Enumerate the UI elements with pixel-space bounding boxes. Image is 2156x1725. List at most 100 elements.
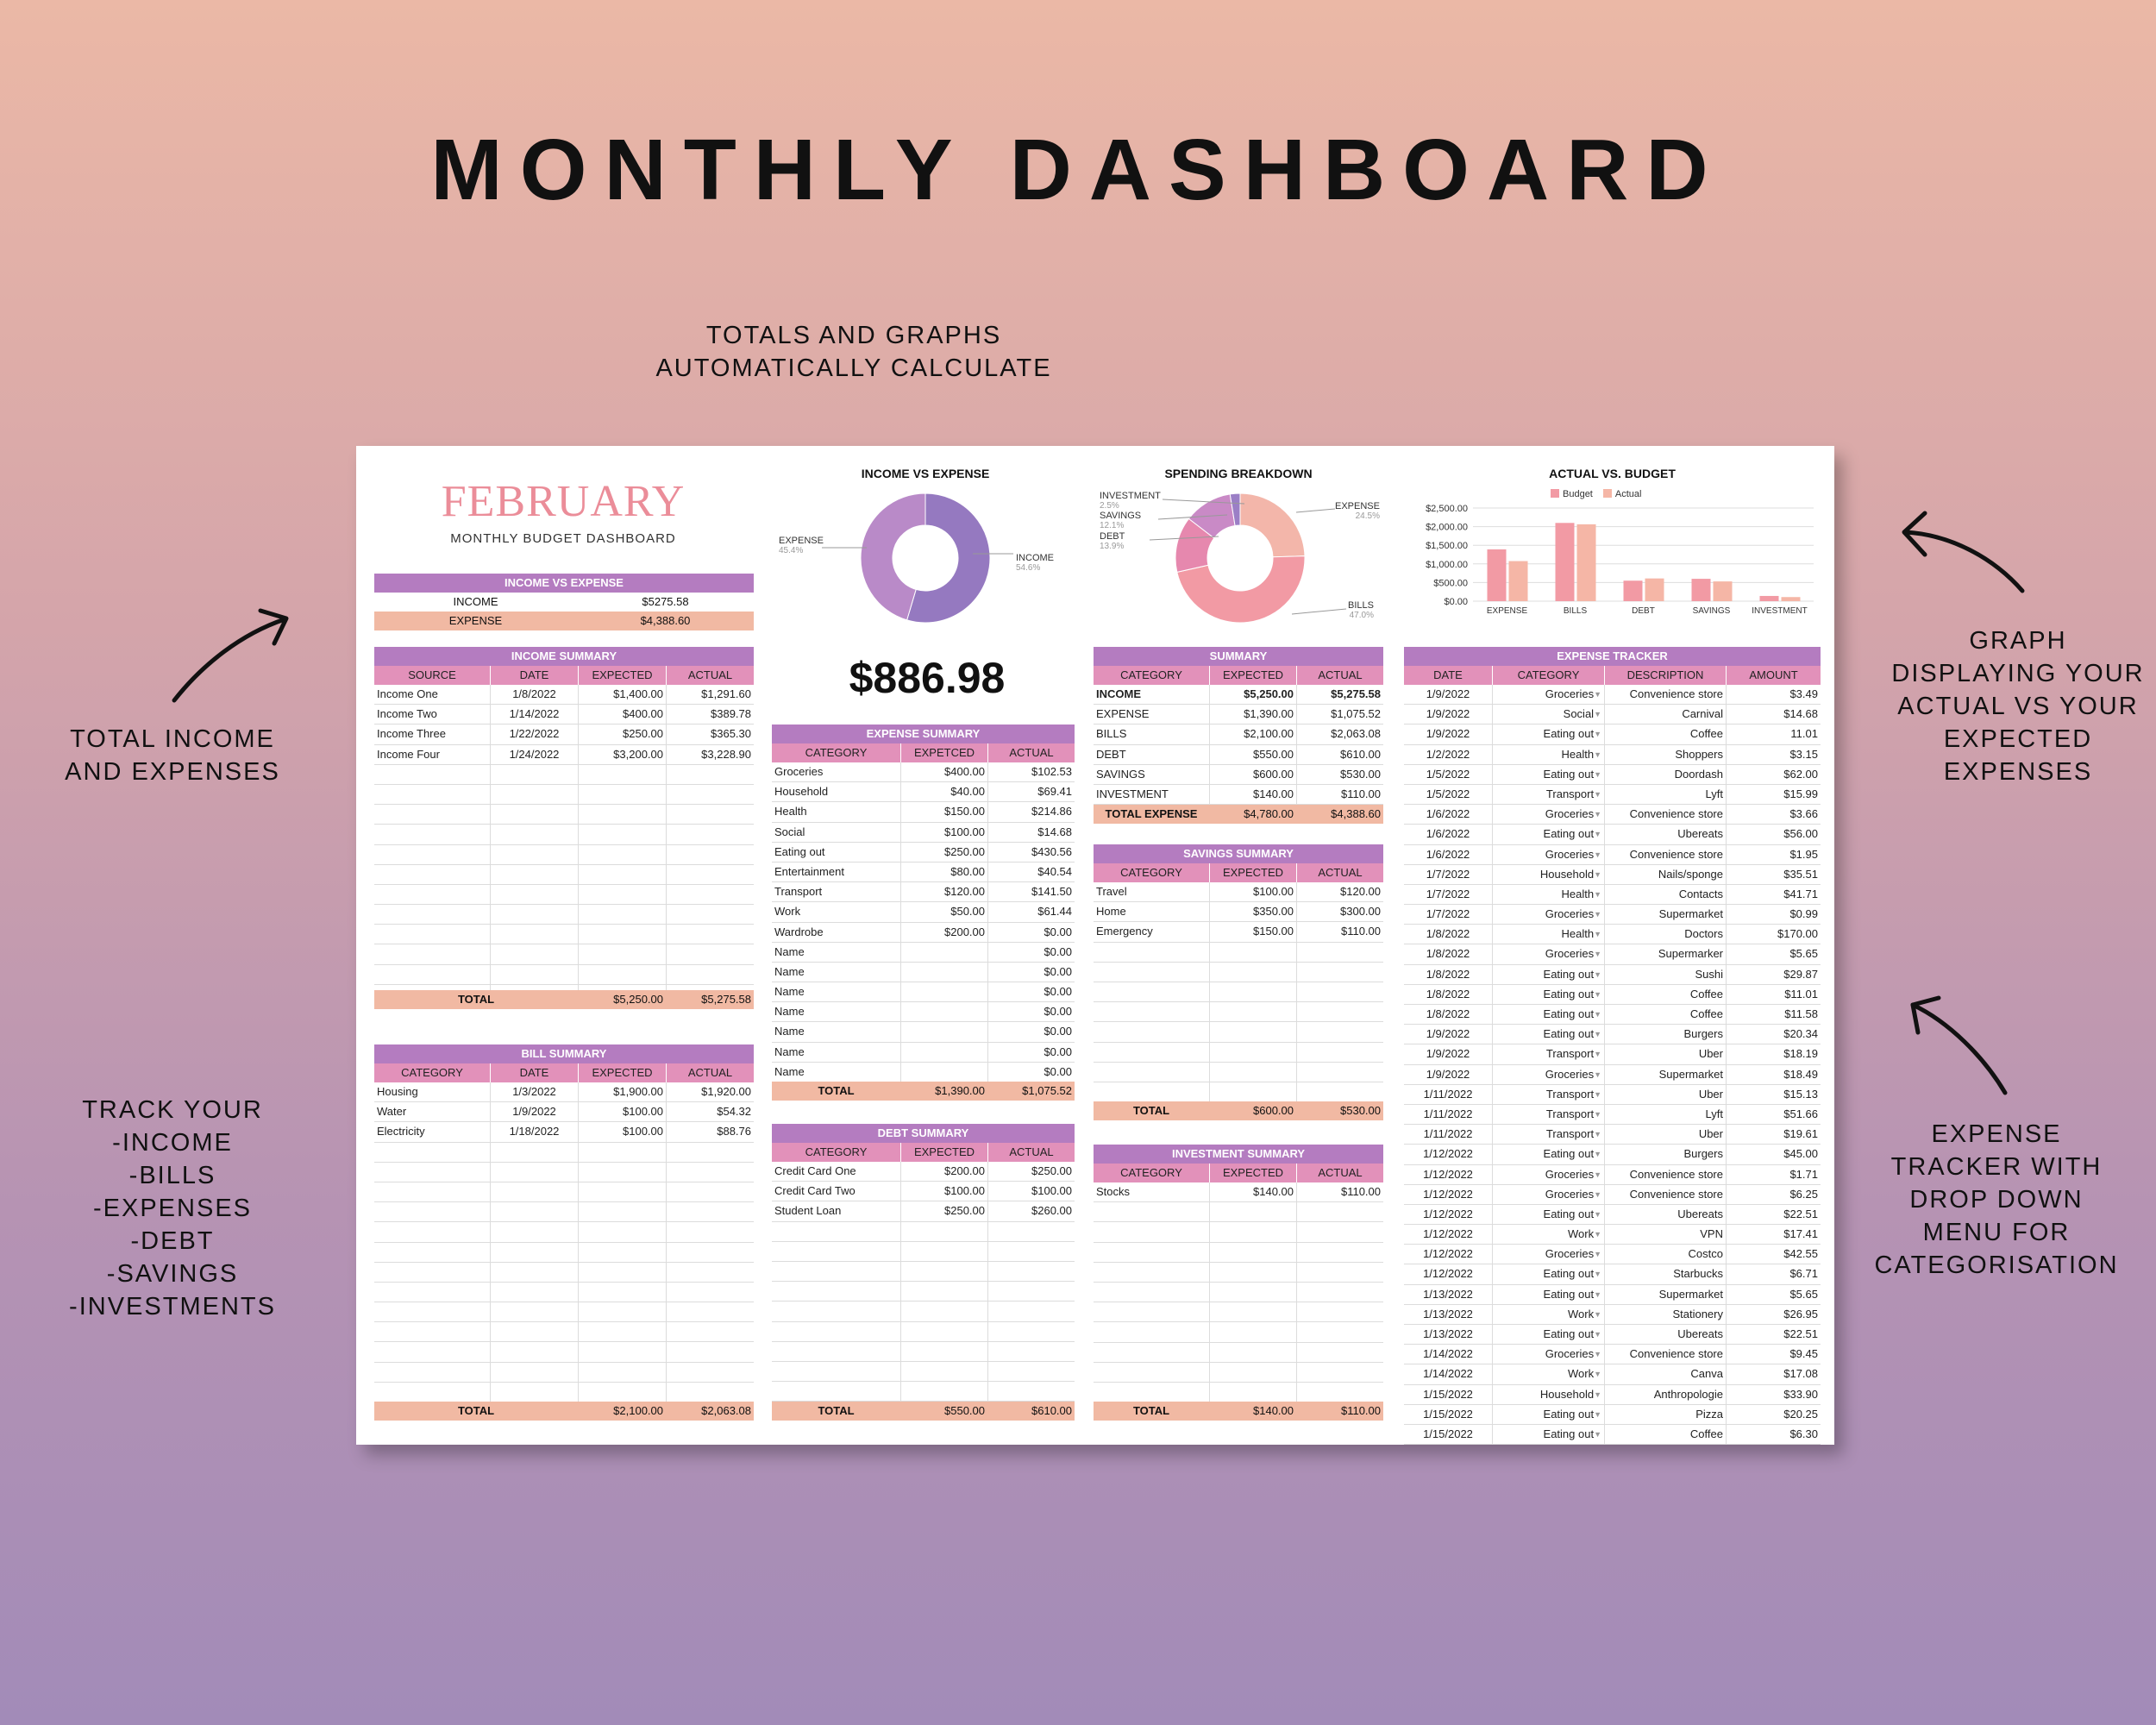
dropdown-arrow-icon[interactable]: ▼ (1594, 989, 1601, 999)
table-cell[interactable]: Social ▼ (1492, 705, 1604, 724)
table-cell[interactable]: Eating out ▼ (1492, 984, 1604, 1004)
table-cell[interactable]: Transport ▼ (1492, 784, 1604, 805)
dropdown-arrow-icon[interactable]: ▼ (1594, 1070, 1601, 1079)
callout-tracker: EXPENSE TRACKER WITH DROP DOWN MENU FOR … (1854, 1118, 2139, 1282)
table-row: 1/9/2022 Eating out ▼ Burgers $20.34 (1404, 1025, 1821, 1045)
table-cell: Income Two (374, 705, 490, 724)
table-cell[interactable]: Household ▼ (1492, 1384, 1604, 1404)
dropdown-arrow-icon[interactable]: ▼ (1594, 969, 1601, 979)
dropdown-arrow-icon[interactable]: ▼ (1594, 730, 1601, 739)
dropdown-arrow-icon[interactable]: ▼ (1594, 1270, 1601, 1279)
table-cell: $0.00 (987, 1002, 1075, 1022)
table-cell: $250.00 (900, 1201, 987, 1221)
table-cell[interactable]: Groceries ▼ (1492, 844, 1604, 864)
table-cell[interactable]: Eating out ▼ (1492, 1145, 1604, 1164)
dropdown-arrow-icon[interactable]: ▼ (1594, 1370, 1601, 1379)
dropdown-arrow-icon[interactable]: ▼ (1594, 1350, 1601, 1359)
table-cell: $33.90 (1726, 1384, 1821, 1404)
table-cell[interactable]: Work ▼ (1492, 1304, 1604, 1324)
dropdown-arrow-icon[interactable]: ▼ (1594, 1189, 1601, 1199)
cell-text: $22.51 (1783, 1207, 1818, 1220)
table-cell[interactable]: Eating out ▼ (1492, 1325, 1604, 1345)
table-cell: INCOME (1094, 685, 1209, 704)
table-cell[interactable]: Eating out ▼ (1492, 724, 1604, 744)
table-cell (666, 784, 754, 805)
dropdown-arrow-icon[interactable]: ▼ (1594, 1289, 1601, 1299)
dropdown-arrow-icon[interactable]: ▼ (1594, 1389, 1601, 1399)
table-cell[interactable]: Work ▼ (1492, 1225, 1604, 1245)
table-cell[interactable]: Eating out ▼ (1492, 1204, 1604, 1225)
dropdown-arrow-icon[interactable]: ▼ (1594, 1409, 1601, 1419)
dropdown-arrow-icon[interactable]: ▼ (1594, 769, 1601, 779)
table-cell[interactable]: Groceries ▼ (1492, 1345, 1604, 1364)
dropdown-arrow-icon[interactable]: ▼ (1594, 1209, 1601, 1219)
table-cell[interactable]: Eating out ▼ (1492, 1025, 1604, 1044)
table-cell[interactable]: Groceries ▼ (1492, 1245, 1604, 1264)
table-cell[interactable]: Eating out ▼ (1492, 1284, 1604, 1304)
dropdown-arrow-icon[interactable]: ▼ (1594, 690, 1601, 699)
dropdown-arrow-icon[interactable]: ▼ (1594, 1170, 1601, 1179)
dropdown-arrow-icon[interactable]: ▼ (1594, 1050, 1601, 1059)
dropdown-arrow-icon[interactable]: ▼ (1594, 1030, 1601, 1039)
dropdown-arrow-icon[interactable]: ▼ (1594, 850, 1601, 859)
table-cell[interactable]: Groceries ▼ (1492, 1164, 1604, 1184)
dropdown-arrow-icon[interactable]: ▼ (1594, 1230, 1601, 1239)
table-cell[interactable]: Health ▼ (1492, 744, 1604, 764)
table-row (374, 1302, 754, 1323)
dropdown-arrow-icon[interactable]: ▼ (1594, 1109, 1601, 1119)
dropdown-arrow-icon[interactable]: ▼ (1594, 1330, 1601, 1339)
table-cell[interactable]: Health ▼ (1492, 925, 1604, 944)
dropdown-arrow-icon[interactable]: ▼ (1594, 1309, 1601, 1319)
table-cell[interactable]: Household ▼ (1492, 864, 1604, 884)
donut-slice-investment (1229, 492, 1241, 527)
dropdown-arrow-icon[interactable]: ▼ (1594, 910, 1601, 919)
dropdown-arrow-icon[interactable]: ▼ (1594, 889, 1601, 899)
dropdown-arrow-icon[interactable]: ▼ (1594, 789, 1601, 799)
table-cell[interactable]: Eating out ▼ (1492, 1404, 1604, 1424)
cell-text: Supermarker (1658, 947, 1723, 961)
cell-text: $6.71 (1789, 1267, 1818, 1281)
dropdown-arrow-icon[interactable]: ▼ (1594, 710, 1601, 719)
table-cell[interactable]: Health ▼ (1492, 884, 1604, 905)
dropdown-arrow-icon[interactable]: ▼ (1594, 1130, 1601, 1139)
dropdown-arrow-icon[interactable]: ▼ (1594, 1250, 1601, 1259)
table-cell[interactable]: Groceries ▼ (1492, 944, 1604, 964)
dropdown-arrow-icon[interactable]: ▼ (1594, 1089, 1601, 1099)
table-cell: 1/3/2022 (490, 1082, 578, 1102)
dropdown-arrow-icon[interactable]: ▼ (1594, 810, 1601, 819)
dropdown-arrow-icon[interactable]: ▼ (1594, 950, 1601, 959)
table-cell (490, 925, 578, 944)
table-cell[interactable]: Eating out ▼ (1492, 1424, 1604, 1445)
table-cell[interactable]: Transport ▼ (1492, 1084, 1604, 1104)
table-cell[interactable]: Transport ▼ (1492, 1125, 1604, 1145)
table-cell[interactable]: Groceries ▼ (1492, 1184, 1604, 1204)
dropdown-arrow-icon[interactable]: ▼ (1594, 869, 1601, 879)
table-cell: $214.86 (987, 802, 1075, 822)
table-cell[interactable]: Groceries ▼ (1492, 905, 1604, 925)
dropdown-arrow-icon[interactable]: ▼ (1594, 1150, 1601, 1159)
table-cell[interactable]: Eating out ▼ (1492, 825, 1604, 844)
table-row: Health $150.00 $214.86 (772, 802, 1075, 823)
table-cell[interactable]: Transport ▼ (1492, 1104, 1604, 1125)
cell-text: $50.00 (950, 905, 985, 919)
table-row (374, 1362, 754, 1383)
dropdown-arrow-icon[interactable]: ▼ (1594, 930, 1601, 939)
cell-text: Groceries (1545, 1067, 1595, 1081)
dropdown-arrow-icon[interactable]: ▼ (1594, 830, 1601, 839)
table-cell[interactable]: Groceries ▼ (1492, 805, 1604, 825)
table-cell[interactable]: Eating out ▼ (1492, 764, 1604, 784)
table-cell[interactable]: Groceries ▼ (1492, 1064, 1604, 1084)
table-cell[interactable]: Eating out ▼ (1492, 1005, 1604, 1025)
table-cell[interactable]: Eating out ▼ (1492, 1264, 1604, 1284)
table-cell[interactable]: Transport ▼ (1492, 1044, 1604, 1064)
table-cell[interactable]: Work ▼ (1492, 1364, 1604, 1384)
cell-text: Social (1563, 707, 1595, 721)
dropdown-arrow-icon[interactable]: ▼ (1594, 750, 1601, 759)
table-cell (490, 1362, 578, 1382)
cell-text: Coffee (1689, 1427, 1723, 1440)
table-cell[interactable]: Groceries ▼ (1492, 685, 1604, 705)
dropdown-arrow-icon[interactable]: ▼ (1594, 1429, 1601, 1439)
table-cell[interactable]: Eating out ▼ (1492, 964, 1604, 984)
table-cell: BILLS (1094, 724, 1209, 743)
dropdown-arrow-icon[interactable]: ▼ (1594, 1010, 1601, 1019)
